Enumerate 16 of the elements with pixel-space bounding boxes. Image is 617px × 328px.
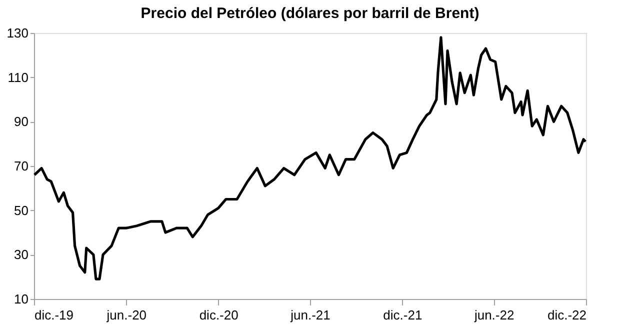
x-tick-label: dic.-22	[547, 308, 586, 322]
x-tick-label: dic.-20	[199, 308, 238, 322]
y-tick-label: 30	[14, 247, 28, 262]
x-tick-label: jun.-22	[473, 308, 514, 322]
x-tick-label: jun.-20	[106, 308, 147, 322]
y-tick-label: 50	[14, 202, 28, 218]
x-tick-label: dic.-21	[383, 308, 422, 322]
y-tick-label: 70	[14, 158, 28, 174]
line-series	[33, 36, 587, 280]
y-tick-label: 90	[14, 114, 28, 130]
x-tick-label: jun.-21	[290, 308, 330, 322]
x-tick-label: dic.-19	[34, 308, 74, 322]
y-tick-label: 10	[14, 292, 28, 306]
y-tick-label: 130	[6, 26, 28, 40]
chart-title: Precio del Petróleo (dólares por barril de Brent)	[140, 5, 480, 22]
y-tick-label: 110	[8, 70, 28, 85]
